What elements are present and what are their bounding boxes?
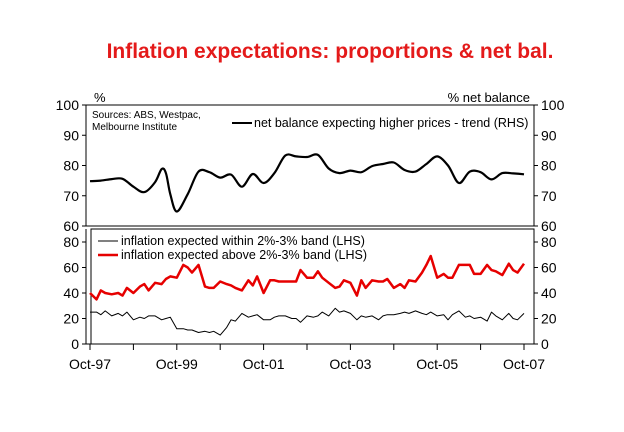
y-tick-label: 20 [541, 311, 557, 327]
y-tick-label: 100 [56, 97, 80, 113]
y-tick-label: 100 [541, 97, 565, 113]
y-tick-label: 70 [63, 188, 79, 204]
x-tick-label: Oct-05 [416, 356, 458, 372]
y-tick-label: 0 [71, 336, 79, 352]
y-tick-label: 40 [63, 285, 79, 301]
legend-label-within-band: inflation expected within 2%-3% band (LH… [121, 234, 365, 248]
y-tick-label: 0 [541, 336, 549, 352]
y-tick-label: 60 [541, 260, 557, 276]
series-line-within-band [90, 307, 525, 336]
y-tick-label: 90 [541, 127, 557, 143]
source-note-line-2: Melbourne Institute [92, 122, 177, 133]
x-tick-label: Oct-03 [329, 356, 371, 372]
bottom-panel: inflation expected within 2%-3% band (LH… [63, 228, 557, 372]
left-unit-label: % [94, 90, 106, 105]
top-right-y-axis: 100 90 80 70 60 [534, 97, 565, 234]
y-tick-label: 20 [63, 311, 79, 327]
x-tick-label: Oct-97 [69, 356, 111, 372]
y-tick-label: 60 [63, 260, 79, 276]
x-axis: Oct-97 Oct-99 Oct-01 Oct-03 Oct-05 Oct-07 [69, 343, 545, 372]
y-tick-label: 80 [541, 158, 557, 174]
top-left-y-axis: 100 90 80 70 60 [56, 97, 86, 234]
series-line-above-band [89, 254, 526, 301]
top-panel: % % net balance Sources: ABS, Westpac, M… [56, 90, 565, 234]
x-tick-label: Oct-99 [156, 356, 198, 372]
y-tick-label: 80 [541, 234, 557, 250]
x-tick-label: Oct-07 [503, 356, 545, 372]
right-unit-label: % net balance [448, 90, 530, 105]
legend-label-net-balance: net balance expecting higher prices - tr… [254, 116, 528, 130]
series-line-net-balance [89, 153, 525, 213]
bottom-right-y-axis: 80 60 40 20 0 [533, 229, 557, 352]
y-tick-label: 40 [541, 285, 557, 301]
y-tick-label: 80 [63, 234, 79, 250]
y-tick-label: 60 [541, 218, 557, 234]
bottom-left-y-axis: 80 60 40 20 0 [63, 229, 87, 352]
chart-title: Inflation expectations: proportions & ne… [107, 40, 554, 63]
y-tick-label: 70 [541, 188, 557, 204]
x-tick-label: Oct-01 [243, 356, 285, 372]
source-note-line-1: Sources: ABS, Westpac, [92, 110, 201, 121]
legend-label-above-band: inflation expected above 2%-3% band (LHS… [121, 248, 367, 262]
y-tick-label: 90 [63, 127, 79, 143]
y-tick-label: 80 [63, 158, 79, 174]
y-tick-label: 60 [63, 218, 79, 234]
